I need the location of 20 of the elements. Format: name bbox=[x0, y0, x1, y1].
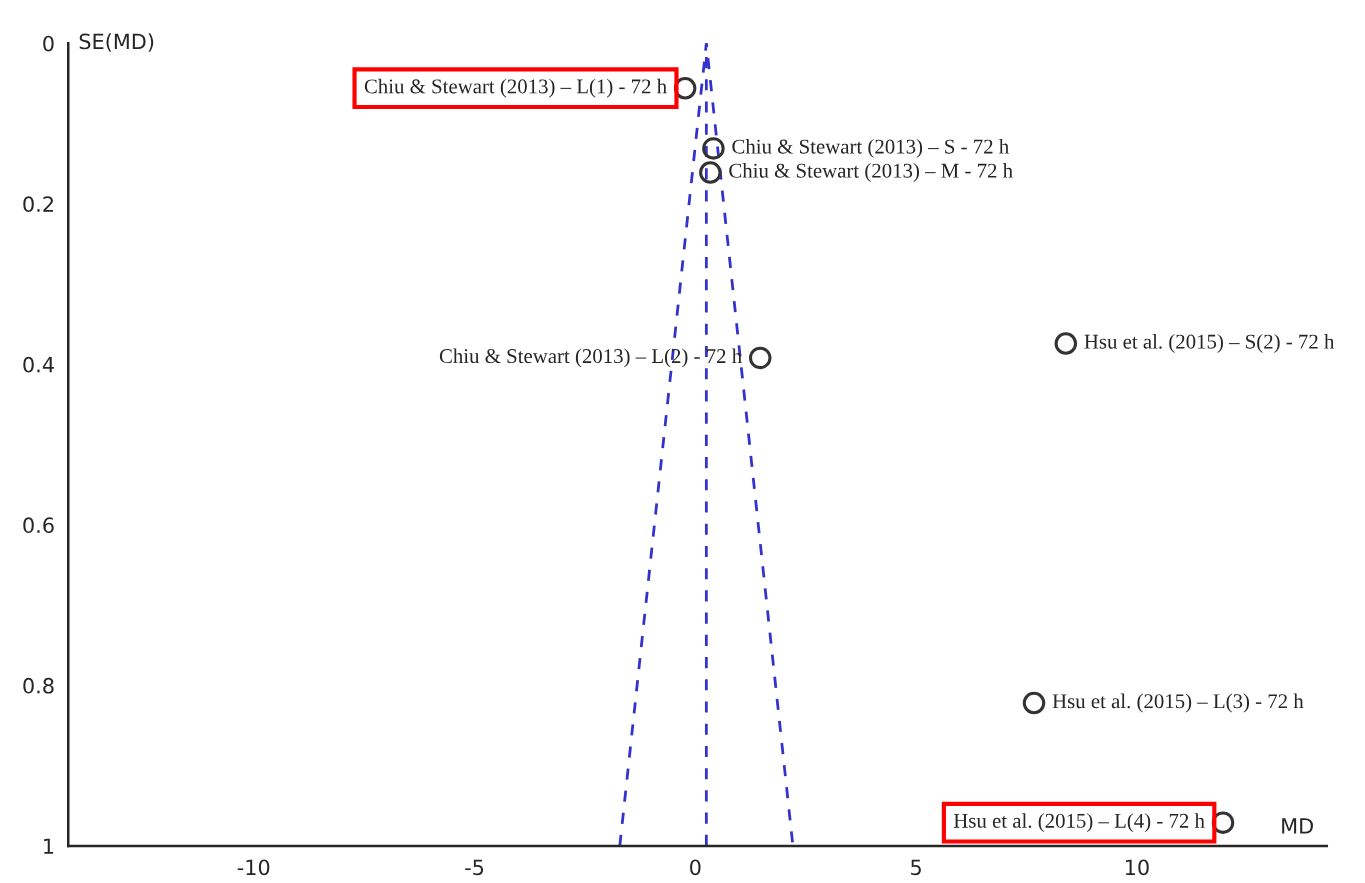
annotation: Chiu & Stewart (2013) – M - 72 h bbox=[729, 163, 1013, 182]
x-tick-label: 10 bbox=[1125, 859, 1149, 876]
y-tick-label: 1 bbox=[44, 838, 54, 854]
x-tick-label: -5 bbox=[465, 859, 484, 876]
y-tick-label: 0.6 bbox=[23, 517, 54, 534]
x-tick-label: 0 bbox=[690, 859, 701, 876]
y-tick-label: 0.4 bbox=[23, 356, 54, 373]
x-tick-label: 5 bbox=[911, 859, 921, 876]
y-tick-label: 0.2 bbox=[23, 196, 53, 213]
x-axis-title: MD bbox=[1282, 818, 1313, 834]
annotation: Hsu et al. (2015) – L(4) - 72 h bbox=[953, 813, 1205, 833]
y-tick-label: 0.8 bbox=[23, 677, 54, 694]
annotation: Chiu & Stewart (2013) – L(1) - 72 h bbox=[364, 78, 667, 98]
annotation: Hsu et al. (2015) – L(3) - 72 h bbox=[1052, 693, 1304, 713]
x-tick-label: -10 bbox=[237, 859, 270, 876]
annotation: Hsu et al. (2015) – S(2) - 72 h bbox=[1084, 334, 1335, 353]
y-axis-title: SE(MD) bbox=[79, 33, 154, 52]
annotation: Chiu & Stewart (2013) – S - 72 h bbox=[732, 138, 1009, 158]
y-tick-label: 0 bbox=[43, 35, 54, 52]
annotation: Chiu & Stewart (2013) – L(2) - 72 h bbox=[439, 348, 742, 368]
